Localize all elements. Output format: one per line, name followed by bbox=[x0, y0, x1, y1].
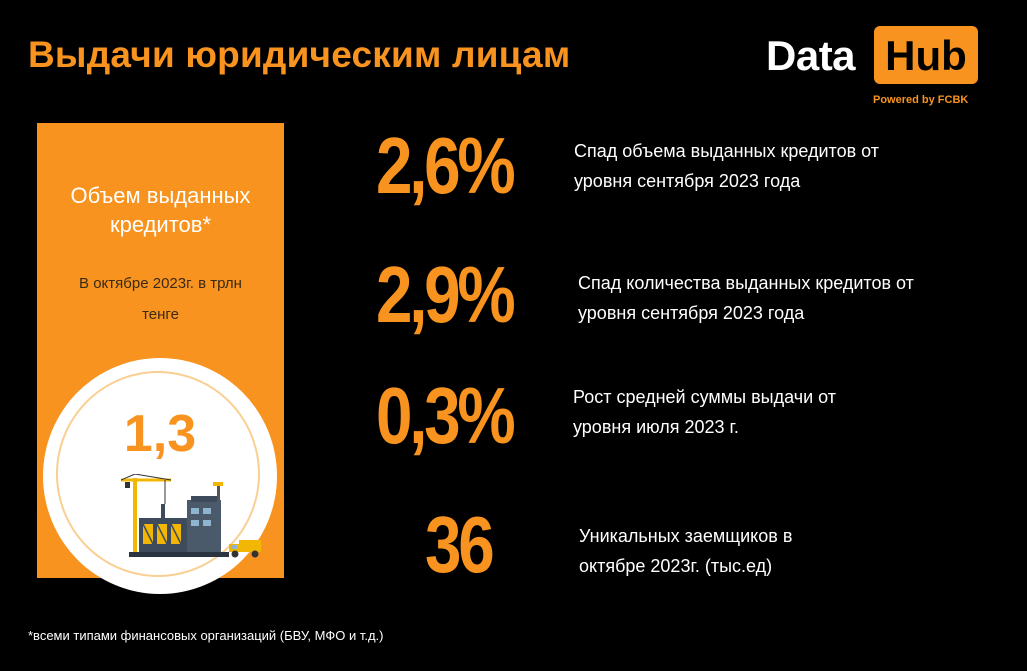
stat-desc-4: Уникальных заемщиков в октябре 2023г. (т… bbox=[579, 521, 792, 581]
stat-desc-3-line1: Рост средней суммы выдачи от bbox=[573, 387, 837, 407]
value-circle: 1,3 bbox=[43, 358, 277, 594]
page-title: Выдачи юридическим лицам bbox=[28, 34, 571, 75]
stat-desc-1-line1: Спад объема выданных кредитов от bbox=[574, 141, 879, 161]
card-title-line2: кредитов* bbox=[109, 212, 212, 237]
stat-desc-1: Спад объема выданных кредитов от уровня … bbox=[574, 136, 879, 196]
stat-value-4: 36 bbox=[425, 500, 495, 589]
stat-desc-2: Спад количества выданных кредитов от уро… bbox=[578, 268, 914, 328]
stat-value-3: 0,3% bbox=[376, 371, 516, 460]
stat-desc-1-line2: уровня сентября 2023 года bbox=[574, 171, 801, 191]
stat-value-1: 2,6% bbox=[376, 121, 516, 210]
card-subtitle-line2: тенге bbox=[142, 306, 179, 323]
card-value: 1,3 bbox=[123, 405, 197, 463]
logo-hub-text: Hub bbox=[874, 26, 978, 84]
stat-desc-2-line2: уровня сентября 2023 года bbox=[578, 303, 805, 323]
stat-desc-4-line2: октябре 2023г. (тыс.ед) bbox=[579, 556, 773, 576]
logo-data-text: Data bbox=[766, 32, 856, 79]
card-title: Объем выданных кредитов* bbox=[37, 181, 284, 239]
construction-site-icon bbox=[121, 474, 261, 558]
stat-desc-4-line1: Уникальных заемщиков в bbox=[579, 526, 793, 546]
stat-desc-2-line1: Спад количества выданных кредитов от bbox=[578, 273, 914, 293]
stat-desc-3-line2: уровня июля 2023 г. bbox=[573, 417, 739, 437]
datahub-logo: Data Hub Powered by FCBK bbox=[766, 26, 980, 108]
logo-powered-by: Powered by FCBK bbox=[873, 94, 969, 106]
stat-desc-3: Рост средней суммы выдачи от уровня июля… bbox=[573, 382, 836, 442]
stat-value-2: 2,9% bbox=[376, 250, 516, 339]
footnote: *всеми типами финансовых организаций (БВ… bbox=[28, 628, 384, 643]
circle-ring bbox=[56, 371, 260, 577]
card-subtitle: В октябре 2023г. в трлн тенге bbox=[51, 268, 270, 330]
card-title-line1: Объем выданных bbox=[70, 183, 251, 208]
card-subtitle-line1: В октябре 2023г. в трлн bbox=[79, 275, 242, 292]
